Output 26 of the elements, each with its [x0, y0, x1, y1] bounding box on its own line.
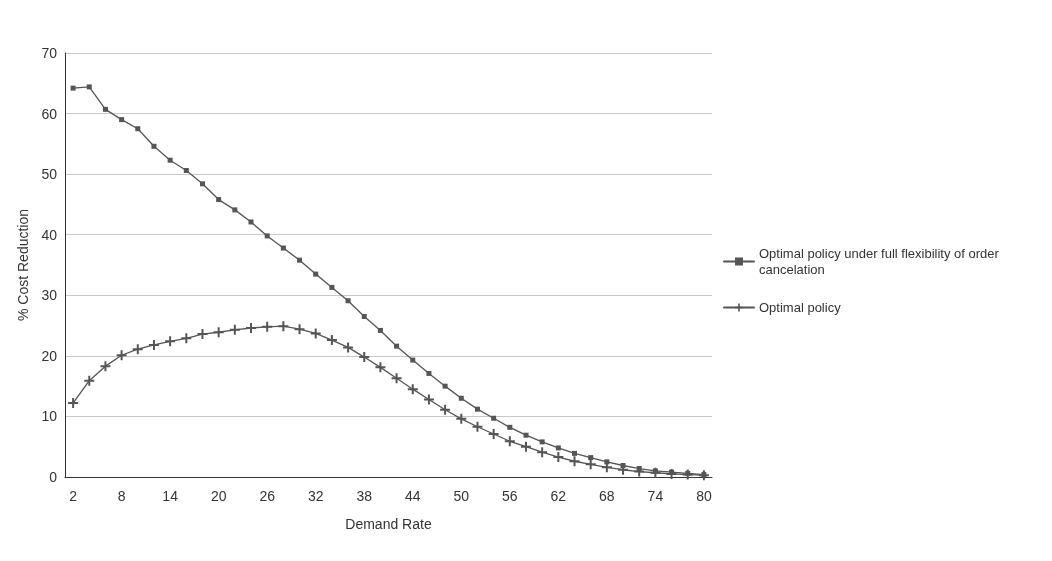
- x-tick-label: 74: [647, 488, 664, 504]
- legend-label: Optimal policy: [759, 300, 842, 315]
- y-tick-label: 0: [49, 469, 58, 485]
- x-tick-label: 2: [69, 488, 78, 504]
- y-tick-label: 20: [41, 347, 58, 364]
- y-axis-title: % Cost Reduction: [15, 208, 31, 322]
- x-axis-title: Demand Rate: [345, 516, 432, 532]
- x-tick-label: 38: [356, 488, 373, 504]
- x-tick-label: 62: [550, 488, 567, 504]
- x-tick-label: 56: [502, 488, 518, 504]
- y-tick-label: 60: [41, 105, 58, 122]
- y-tick-label: 40: [41, 226, 58, 243]
- legend-label: Optimal policy under full flexibility of order cancelation: [759, 246, 1003, 277]
- x-tick-label: 80: [696, 488, 712, 504]
- y-tick-label: 30: [41, 287, 58, 304]
- x-tick-label: 8: [117, 488, 126, 504]
- x-tick-label: 50: [453, 488, 470, 504]
- x-tick-label: 26: [259, 488, 276, 504]
- y-tick-label: 10: [41, 408, 58, 425]
- x-tick-label: 20: [210, 488, 227, 504]
- x-tick-label: 14: [162, 488, 179, 504]
- y-tick-label: 70: [41, 45, 58, 61]
- x-tick-label: 32: [307, 488, 324, 504]
- x-tick-label: 44: [404, 488, 421, 504]
- y-tick-label: 50: [41, 166, 58, 183]
- x-tick-label: 68: [599, 488, 615, 504]
